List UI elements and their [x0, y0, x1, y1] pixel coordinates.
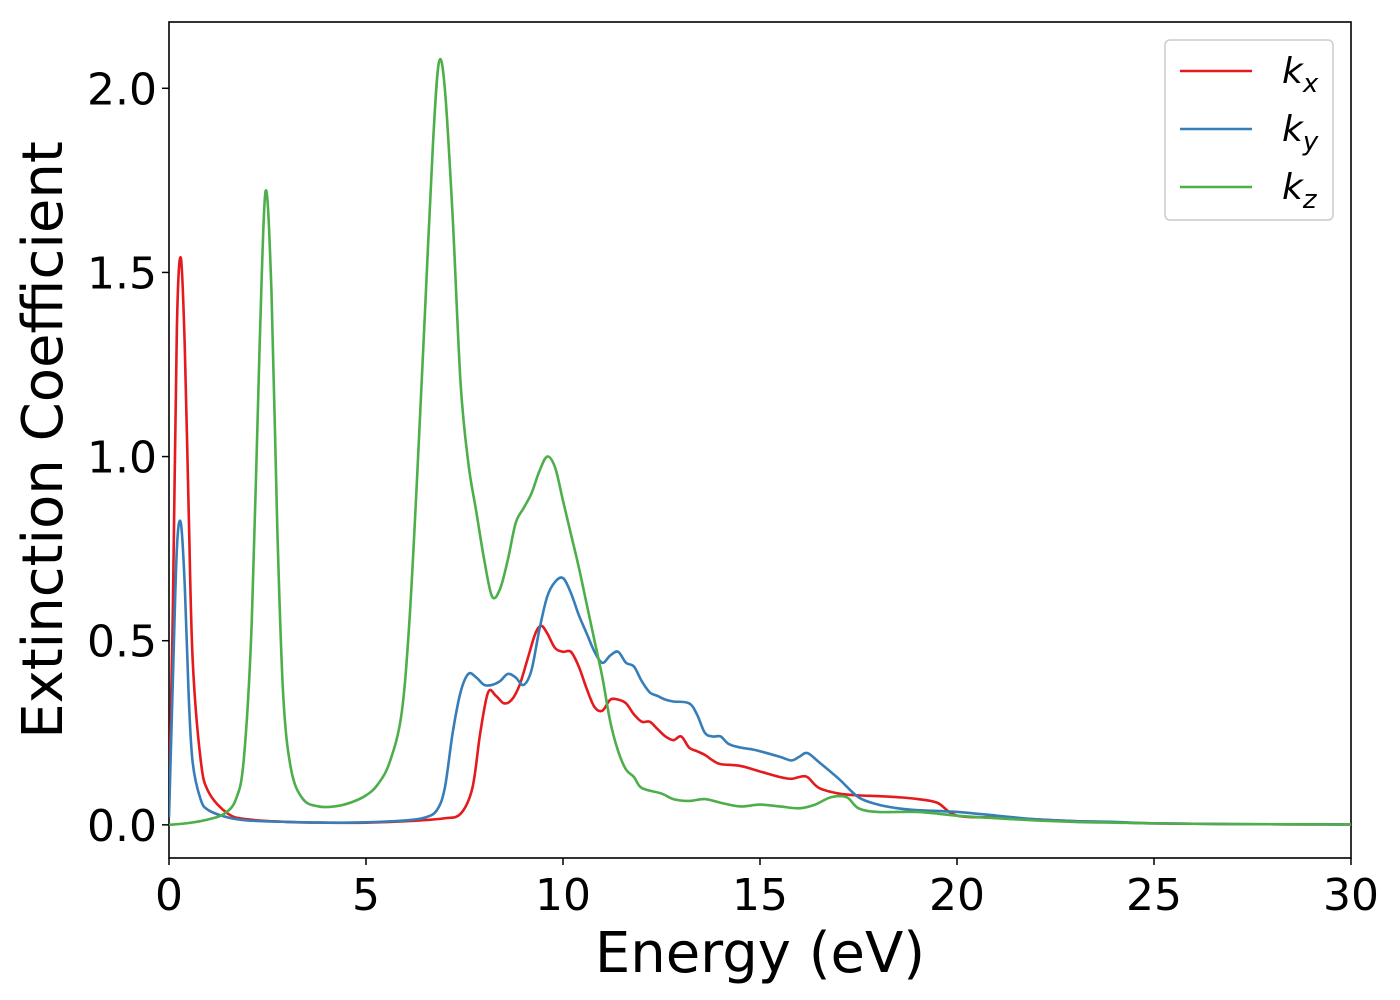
legend-label-subscript: z [1302, 185, 1318, 215]
legend-label-subscript: y [1302, 127, 1319, 157]
series-line-k_z [169, 57, 1351, 827]
legend-label-main: k [1282, 167, 1305, 208]
y-axis: 0.0 0.5 1.0 1.5 2.0 [87, 64, 169, 852]
y-tick-label: 1.0 [87, 433, 157, 484]
legend-label-k_z: kz [1282, 167, 1318, 215]
legend-label-k_y: ky [1282, 109, 1319, 157]
legend-label-k_x: kx [1282, 51, 1319, 99]
x-tick-label: 10 [535, 870, 591, 921]
x-tick-label: 15 [732, 870, 788, 921]
y-axis-label: Extinction Coefficient [11, 141, 76, 739]
series-line-k_y [169, 519, 1351, 826]
y-tick-label: 0.5 [87, 617, 157, 668]
x-tick-label: 20 [929, 870, 985, 921]
y-tick-label: 1.5 [87, 248, 157, 299]
x-tick-label: 5 [352, 870, 380, 921]
plot-area-frame [168, 21, 1352, 859]
x-tick-label: 25 [1126, 870, 1182, 921]
x-tick-label: 0 [155, 870, 183, 921]
legend-label-main: k [1282, 51, 1305, 92]
series-line-k_x [169, 256, 1351, 826]
series-lines [169, 57, 1351, 827]
x-axis-label: Energy (eV) [595, 921, 925, 986]
legend-label-main: k [1282, 109, 1305, 150]
y-tick-label: 2.0 [87, 64, 157, 115]
x-axis: 0 5 10 15 20 25 30 [155, 858, 1379, 921]
y-tick-label: 0.0 [87, 801, 157, 852]
x-tick-label: 30 [1323, 870, 1379, 921]
legend-label-subscript: x [1302, 69, 1319, 99]
